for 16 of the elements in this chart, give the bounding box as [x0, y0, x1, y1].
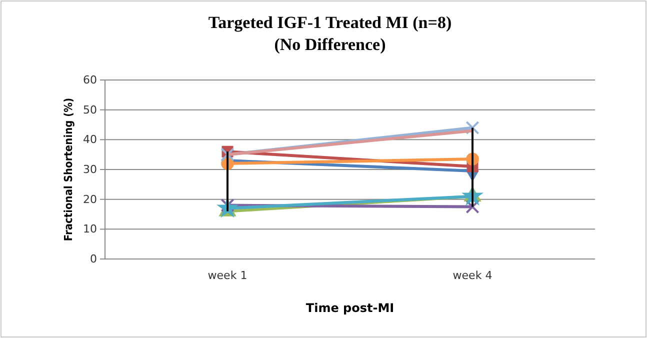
y-tick-label: 20	[83, 192, 97, 206]
y-axis-title: Fractional Shortening (%)	[62, 98, 75, 242]
y-tick-label: 50	[83, 103, 97, 116]
point	[220, 148, 234, 162]
chart-subtitle: (No Difference)	[274, 35, 386, 54]
x-tick-label: week 4	[452, 268, 492, 282]
x-tick-label: week 1	[208, 268, 248, 282]
y-tick-label: 10	[83, 222, 97, 236]
chart-title: Targeted IGF-1 Treated MI (n=8)	[208, 13, 452, 32]
x-axis-title: Time post-MI	[306, 301, 394, 315]
y-tick-label: 30	[83, 163, 97, 176]
y-tick-label: 40	[83, 133, 97, 146]
y-tick-label: 60	[83, 74, 97, 87]
y-tick-label: 0	[90, 252, 97, 266]
point	[466, 200, 480, 214]
point	[466, 120, 480, 135]
